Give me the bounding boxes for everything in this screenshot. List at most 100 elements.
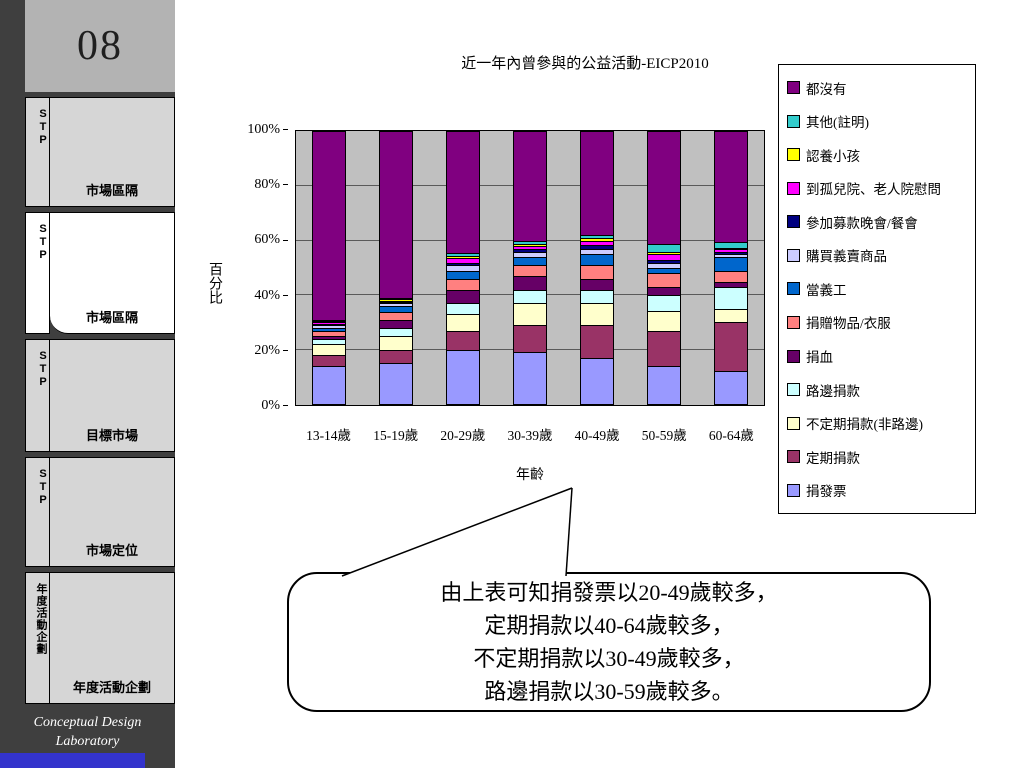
legend-label: 參加募款晚會/餐會 xyxy=(806,215,918,231)
legend-label: 捐血 xyxy=(806,350,833,366)
sidebar-item-2-市場區隔[interactable]: STP 市場區隔 xyxy=(25,212,175,334)
bar-segment-購買義賣商品 xyxy=(647,262,680,268)
bar-segment-捐發票 xyxy=(380,363,413,404)
x-tick-label: 40-49歲 xyxy=(574,428,620,443)
chart-title: 近一年內曾參與的公益活動-EICP2010 xyxy=(461,56,709,72)
sidebar-item-3-目標市場[interactable]: STP 目標市場 xyxy=(25,339,175,452)
bar-slot xyxy=(497,131,564,405)
legend-marker-icon xyxy=(787,483,800,497)
sidebar-item-tab: STP xyxy=(25,97,50,207)
bar-segment-認養小孩 xyxy=(714,247,747,249)
bar-segment-定期捐款 xyxy=(647,330,680,366)
bar-segment-購買義賣商品 xyxy=(313,325,346,328)
bar-segment-捐發票 xyxy=(580,357,613,404)
bar-segment-參加募款晚會/餐會 xyxy=(447,262,480,266)
y-tick-label: 40% xyxy=(254,287,288,305)
legend-row-其他(註明): 其他(註明) xyxy=(787,111,967,131)
sidebar-item-1-市場區隔[interactable]: STP 市場區隔 xyxy=(25,97,175,207)
bars-container xyxy=(296,131,764,405)
sidebar-item-label: 市場區隔 xyxy=(50,212,175,334)
legend-marker-icon xyxy=(787,450,800,464)
bar-segment-其他(註明) xyxy=(447,253,480,256)
legend-marker-icon xyxy=(787,282,800,296)
bar-segment-路邊捐款 xyxy=(580,289,613,304)
legend-row-捐血: 捐血 xyxy=(787,346,967,366)
sidebar-item-4-市場定位[interactable]: STP 市場定位 xyxy=(25,457,175,567)
legend-marker-icon xyxy=(787,416,800,430)
sidebar-item-label: 目標市場 xyxy=(50,339,175,452)
stacked-bar-20-29歲 xyxy=(446,131,481,405)
x-axis-labels: 13-14歲 15-19歲 20-29歲 30-39歲 40-49歲 50-59歲 60-6… xyxy=(295,424,765,444)
bar-slot xyxy=(697,131,764,405)
x-tick-label: 50-59歲 xyxy=(641,428,687,443)
x-tick-label: 20-29歲 xyxy=(440,428,486,443)
legend-row-捐贈物品/衣服: 捐贈物品/衣服 xyxy=(787,312,967,332)
bar-segment-當義工 xyxy=(580,254,613,266)
bar-segment-捐發票 xyxy=(714,371,747,404)
legend-label: 不定期捐款(非路邊) xyxy=(806,417,923,433)
sidebar: 08 STP 市場區隔 STP 市場區隔 STP 目標市場 STP 市場定位 年度活動企劃 年度活… xyxy=(0,0,175,768)
bar-segment-捐贈物品/衣服 xyxy=(313,330,346,336)
bar-segment-捐血 xyxy=(447,289,480,304)
bar-segment-參加募款晚會/餐會 xyxy=(580,244,613,249)
legend-label: 捐贈物品/衣服 xyxy=(806,316,891,332)
bar-segment-捐血 xyxy=(313,335,346,339)
bar-segment-都沒有 xyxy=(313,132,346,320)
bar-segment-捐贈物品/衣服 xyxy=(580,265,613,279)
bar-segment-認養小孩 xyxy=(514,243,546,247)
legend-row-不定期捐款(非路邊): 不定期捐款(非路邊) xyxy=(787,413,967,433)
legend-row-認養小孩: 認養小孩 xyxy=(787,145,967,165)
callout-line-4: 路邊捐款以30-59歲較多。 xyxy=(484,679,734,704)
callout-tail xyxy=(341,487,573,577)
callout-bubble: 由上表可知捐發票以20-49歲較多， 定期捐款以40-64歲較多， 不定期捐款以… xyxy=(287,572,931,712)
bar-segment-當義工 xyxy=(714,257,747,271)
y-tick-label: 80% xyxy=(254,176,288,194)
callout-line-1: 由上表可知捐發票以20-49歲較多， xyxy=(440,580,778,605)
sidebar-item-tab: STP xyxy=(25,457,50,567)
sidebar-item-5-年度活動企劃[interactable]: 年度活動企劃 年度活動企劃 xyxy=(25,572,175,704)
legend-marker-icon xyxy=(787,181,800,195)
bar-segment-到孤兒院、老人院慰問 xyxy=(447,258,480,263)
legend-marker-icon xyxy=(787,215,800,229)
bar-segment-購買義賣商品 xyxy=(514,251,546,258)
bar-segment-捐贈物品/衣服 xyxy=(647,273,680,288)
bar-segment-其他(註明) xyxy=(714,242,747,248)
callout-line-2: 定期捐款以40-64歲較多， xyxy=(484,613,734,638)
bar-segment-都沒有 xyxy=(514,132,546,241)
x-tick-label: 15-19歲 xyxy=(373,428,419,443)
stacked-bar-50-59歲 xyxy=(646,131,681,405)
legend-row-路邊捐款: 路邊捐款 xyxy=(787,380,967,400)
sidebar-nav: STP 市場區隔 STP 市場區隔 STP 目標市場 STP 市場定位 年度活動企劃 年度活動企劃 xyxy=(25,97,175,709)
legend-label: 認養小孩 xyxy=(806,148,860,164)
legend-row-當義工: 當義工 xyxy=(787,279,967,299)
bar-segment-其他(註明) xyxy=(647,243,680,252)
legend-label: 其他(註明) xyxy=(806,115,869,131)
legend-row-購買義賣商品: 購買義賣商品 xyxy=(787,245,967,265)
bar-segment-路邊捐款 xyxy=(514,289,546,304)
bar-segment-不定期捐款(非路邊) xyxy=(447,314,480,331)
bar-segment-捐贈物品/衣服 xyxy=(447,278,480,290)
sidebar-item-tab: STP xyxy=(25,212,50,334)
bar-segment-參加募款晚會/餐會 xyxy=(380,301,413,304)
y-tick-label: 20% xyxy=(254,342,288,360)
bar-segment-捐發票 xyxy=(447,349,480,404)
bar-segment-不定期捐款(非路邊) xyxy=(580,303,613,326)
legend-label: 定期捐款 xyxy=(806,450,860,466)
sidebar-item-label: 年度活動企劃 xyxy=(50,572,175,704)
x-tick-label: 13-14歲 xyxy=(306,428,352,443)
bar-segment-定期捐款 xyxy=(714,322,747,372)
bar-segment-路邊捐款 xyxy=(447,303,480,315)
bar-segment-其他(註明) xyxy=(514,240,546,244)
y-tick-label: 100% xyxy=(247,121,288,139)
bar-segment-當義工 xyxy=(380,306,413,312)
bar-segment-參加募款晚會/餐會 xyxy=(714,251,747,255)
y-tick-label: 60% xyxy=(254,231,288,249)
bar-segment-當義工 xyxy=(313,327,346,331)
bar-segment-到孤兒院、老人院慰問 xyxy=(714,248,747,252)
y-axis-title: 百分比 xyxy=(207,262,222,304)
bar-segment-捐發票 xyxy=(313,365,346,404)
bar-segment-當義工 xyxy=(514,257,546,266)
page-number: 08 xyxy=(25,0,175,92)
legend-row-捐發票: 捐發票 xyxy=(787,480,967,500)
bar-segment-不定期捐款(非路邊) xyxy=(514,303,546,326)
